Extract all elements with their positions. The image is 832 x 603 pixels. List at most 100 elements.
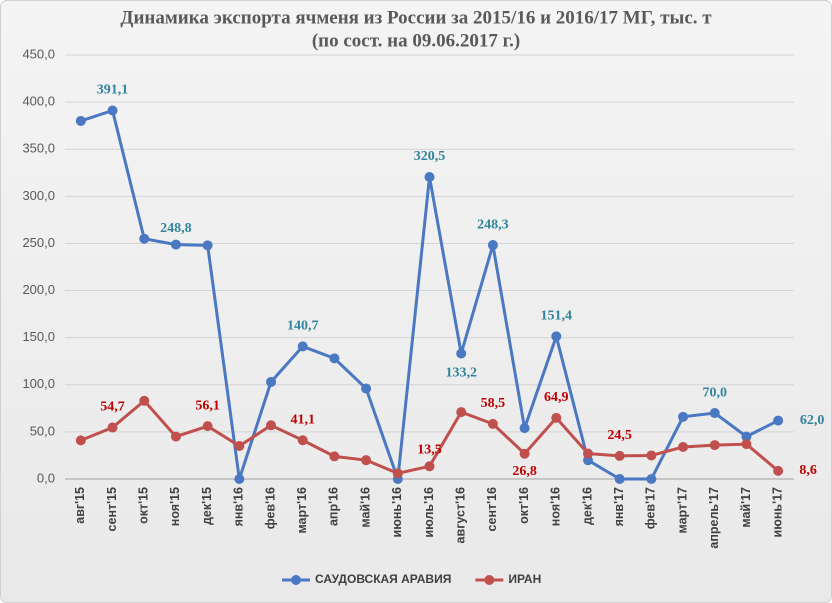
data-point	[75, 435, 86, 446]
x-tick-label: июнь'16	[390, 487, 404, 538]
data-point	[614, 450, 625, 461]
x-tick-label: март'16	[295, 487, 309, 534]
data-point	[170, 431, 181, 442]
x-tick-label: апр'16	[327, 487, 341, 526]
data-point	[234, 441, 245, 452]
data-point	[361, 383, 372, 394]
data-label: 140,7	[287, 319, 319, 334]
data-point	[614, 474, 625, 484]
x-tick-label: янв'17	[612, 487, 626, 526]
x-tick-label: сент'16	[485, 487, 499, 532]
data-point	[361, 455, 372, 466]
data-point	[266, 420, 277, 431]
y-tick-label: 150,0	[22, 329, 55, 344]
data-point	[107, 105, 118, 116]
x-tick-label: дек'16	[580, 487, 594, 525]
data-point	[551, 331, 562, 342]
legend-label: САУДОВСКАЯ АРАВИЯ	[315, 572, 451, 586]
data-point	[392, 468, 403, 479]
chart-subtitle: (по сост. на 09.06.2017 г.)	[312, 30, 520, 51]
y-tick-label: 50,0	[30, 423, 55, 438]
data-label: 391,1	[97, 83, 129, 98]
x-tick-label: окт'15	[137, 487, 151, 524]
data-point	[234, 474, 245, 484]
data-point	[741, 439, 752, 450]
x-tick-label: сент'15	[105, 487, 119, 532]
y-tick-label: 300,0	[22, 188, 55, 203]
x-tick-label: окт'16	[517, 487, 531, 524]
data-label: 26,8	[512, 464, 537, 479]
data-point	[678, 411, 689, 422]
data-point	[773, 415, 784, 426]
data-point	[456, 407, 467, 418]
x-tick-label: июль'16	[422, 487, 436, 538]
x-tick-label: янв'16	[232, 487, 246, 526]
x-tick-label: фев'17	[644, 487, 658, 529]
data-point	[456, 348, 467, 359]
data-point	[741, 431, 752, 442]
x-tick-label: июнь'17	[770, 487, 784, 538]
data-label: 320,5	[414, 149, 446, 164]
data-point	[582, 448, 593, 459]
legend-label: ИРАН	[508, 572, 541, 586]
x-tick-label: апрель'17	[707, 487, 721, 549]
data-label: 70,0	[703, 385, 728, 400]
data-label: 41,1	[290, 412, 315, 427]
data-point	[75, 115, 86, 126]
data-point	[424, 461, 435, 472]
data-point	[519, 448, 530, 459]
y-tick-label: 0,0	[37, 470, 55, 485]
y-tick-label: 200,0	[22, 282, 55, 297]
data-point	[139, 233, 150, 244]
data-label: 133,2	[445, 366, 477, 381]
data-point	[646, 450, 657, 461]
data-point	[773, 465, 784, 476]
x-tick-label: май'17	[739, 487, 753, 528]
data-label: 62,0	[800, 413, 825, 428]
y-tick-label: 100,0	[22, 376, 55, 391]
x-tick-label: август'16	[453, 487, 467, 543]
data-label: 54,7	[100, 400, 125, 415]
data-label: 248,3	[477, 217, 509, 232]
data-point	[266, 376, 277, 387]
data-point	[487, 240, 498, 251]
data-point	[646, 474, 657, 484]
chart-title: Динамика экспорта ячменя из России за 20…	[120, 7, 712, 28]
data-point	[329, 353, 340, 364]
y-tick-label: 450,0	[22, 46, 55, 61]
data-label: 248,8	[160, 221, 192, 236]
x-tick-label: фев'16	[263, 487, 277, 529]
x-tick-label: дек'15	[200, 487, 214, 525]
data-point	[107, 422, 118, 433]
data-point	[709, 408, 720, 419]
data-point	[202, 240, 213, 251]
data-point	[709, 440, 720, 451]
data-label: 56,1	[195, 398, 220, 413]
x-tick-label: май'16	[358, 487, 372, 528]
y-tick-label: 400,0	[22, 94, 55, 109]
legend-marker	[291, 575, 301, 585]
data-label: 64,9	[544, 390, 569, 405]
data-point	[519, 423, 530, 434]
x-tick-label: март'17	[675, 487, 689, 534]
x-tick-label: ноя'16	[549, 487, 563, 526]
x-tick-label: авг'15	[73, 487, 87, 524]
data-point	[297, 341, 308, 352]
data-point	[487, 418, 498, 429]
data-label: 13,5	[417, 442, 442, 457]
data-label: 24,5	[607, 428, 632, 443]
data-point	[297, 435, 308, 446]
data-point	[424, 172, 435, 183]
y-tick-label: 350,0	[22, 141, 55, 156]
data-point	[202, 421, 213, 432]
data-point	[170, 239, 181, 250]
x-tick-label: ноя'15	[168, 487, 182, 526]
data-point	[329, 451, 340, 462]
legend-marker	[484, 575, 495, 585]
data-point	[551, 412, 562, 423]
data-label: 8,6	[799, 463, 817, 478]
y-tick-label: 250,0	[22, 235, 55, 250]
data-label: 58,5	[481, 396, 506, 411]
data-label: 151,4	[541, 309, 573, 324]
